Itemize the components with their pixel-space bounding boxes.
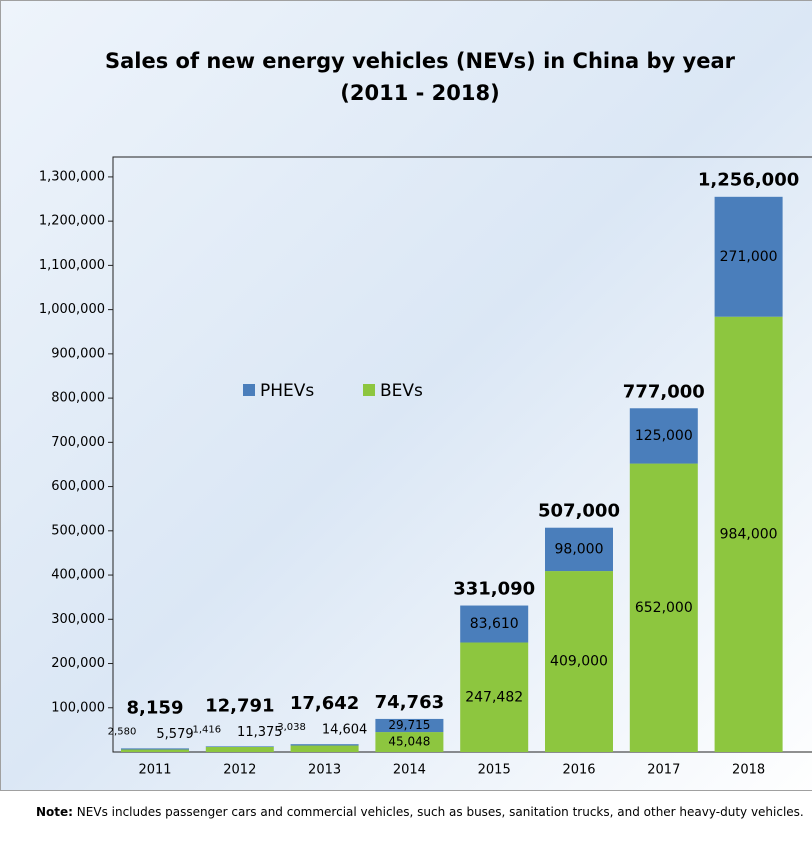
total-label: 1,256,000 xyxy=(698,169,799,190)
y-tick-label: 600,000 xyxy=(51,479,105,494)
value-label: 984,000 xyxy=(720,526,778,542)
note-label: Note: xyxy=(36,805,73,819)
value-label: 125,000 xyxy=(635,428,693,444)
total-label: 74,763 xyxy=(375,692,444,713)
x-tick-label: 2014 xyxy=(393,763,426,778)
bar-segment xyxy=(121,748,189,749)
value-label: 45,048 xyxy=(388,735,430,749)
legend-label: BEVs xyxy=(380,381,423,401)
legend-label: PHEVs xyxy=(260,381,314,401)
value-label: 2,580 xyxy=(108,726,137,737)
value-label: 83,610 xyxy=(470,616,519,632)
chart-title: Sales of new energy vehicles (NEVs) in C… xyxy=(105,49,736,73)
total-label: 8,159 xyxy=(127,697,184,718)
x-tick-label: 2017 xyxy=(647,763,680,778)
chart-subtitle: (2011 - 2018) xyxy=(340,81,499,105)
y-tick-label: 200,000 xyxy=(51,656,105,671)
x-tick-label: 2011 xyxy=(138,763,171,778)
note-text: NEVs includes passenger cars and commerc… xyxy=(77,805,804,819)
value-label: 1,416 xyxy=(192,724,221,735)
y-tick-label: 1,200,000 xyxy=(39,214,105,229)
y-tick-label: 500,000 xyxy=(51,523,105,538)
total-label: 331,090 xyxy=(453,579,535,600)
bar-segment xyxy=(121,750,189,752)
y-tick-label: 1,000,000 xyxy=(39,302,105,317)
y-tick-label: 100,000 xyxy=(51,700,105,715)
value-label: 409,000 xyxy=(550,654,608,670)
x-tick-label: 2018 xyxy=(732,763,765,778)
x-tick-label: 2012 xyxy=(223,763,256,778)
value-label: 652,000 xyxy=(635,600,693,616)
y-tick-label: 1,100,000 xyxy=(39,258,105,273)
y-tick-label: 300,000 xyxy=(51,612,105,627)
bar-segment xyxy=(206,746,274,747)
value-label: 247,482 xyxy=(465,689,523,705)
total-label: 17,642 xyxy=(290,693,359,714)
y-tick-label: 900,000 xyxy=(51,346,105,361)
x-tick-label: 2013 xyxy=(308,763,341,778)
value-label: 5,579 xyxy=(156,727,193,742)
note: Note: NEVs includes passenger cars and c… xyxy=(36,805,804,819)
value-label: 29,715 xyxy=(388,718,430,732)
total-label: 507,000 xyxy=(538,501,620,522)
y-tick-label: 1,300,000 xyxy=(39,169,105,184)
y-tick-label: 700,000 xyxy=(51,435,105,450)
total-label: 777,000 xyxy=(623,381,705,402)
value-label: 98,000 xyxy=(555,541,604,557)
bar-segment xyxy=(291,744,359,745)
legend-swatch xyxy=(243,384,255,396)
value-label: 14,604 xyxy=(322,723,368,738)
y-tick-label: 800,000 xyxy=(51,391,105,406)
bar-segment xyxy=(206,747,274,752)
x-tick-label: 2015 xyxy=(478,763,511,778)
bar-segment xyxy=(291,746,359,752)
legend-swatch xyxy=(363,384,375,396)
value-label: 11,375 xyxy=(237,725,283,740)
value-label: 271,000 xyxy=(720,249,778,265)
x-tick-label: 2016 xyxy=(562,763,595,778)
value-label: 3,038 xyxy=(277,722,306,733)
total-label: 12,791 xyxy=(205,695,274,716)
y-tick-label: 400,000 xyxy=(51,568,105,583)
